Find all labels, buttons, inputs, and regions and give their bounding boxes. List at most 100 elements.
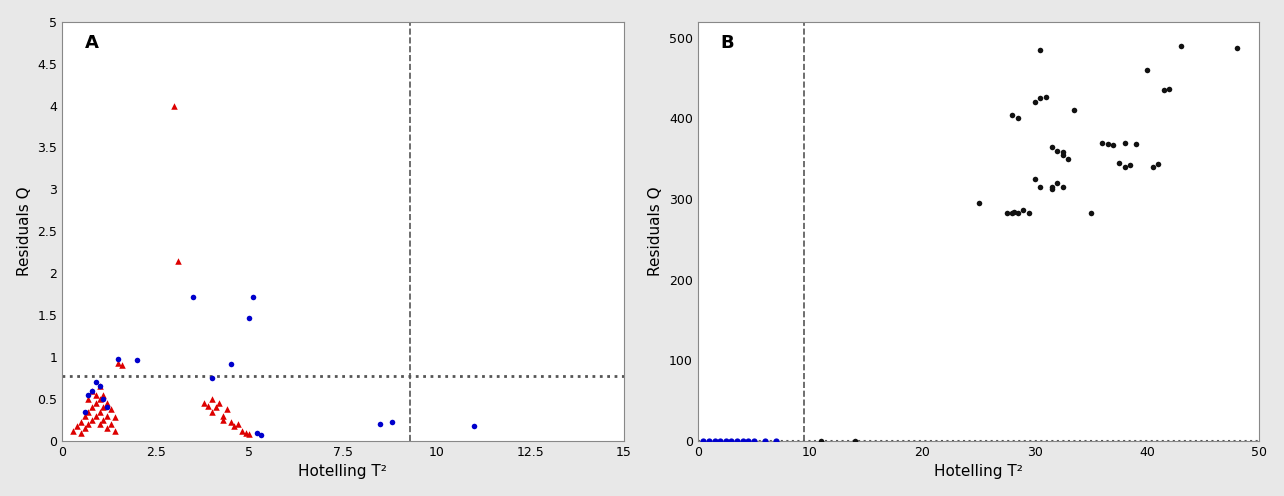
Point xyxy=(1002,209,1022,217)
Point xyxy=(1046,179,1067,187)
Point xyxy=(1226,44,1247,52)
Point xyxy=(86,378,107,386)
Point xyxy=(743,437,764,445)
Point xyxy=(239,430,259,438)
Point xyxy=(96,403,117,411)
Point xyxy=(738,437,759,445)
Point xyxy=(202,408,222,416)
Point xyxy=(1036,93,1057,101)
Point xyxy=(223,422,244,430)
Point xyxy=(1120,161,1140,169)
Point xyxy=(63,427,83,435)
Point xyxy=(1126,140,1147,148)
Point xyxy=(1030,183,1050,191)
Point xyxy=(231,427,252,435)
Point xyxy=(82,387,103,395)
Point xyxy=(1053,183,1073,191)
Point xyxy=(710,437,731,445)
X-axis label: Hotelling T²: Hotelling T² xyxy=(933,464,1023,479)
Point xyxy=(767,437,787,445)
Point xyxy=(1098,140,1118,148)
Point xyxy=(1046,147,1067,155)
Point xyxy=(1025,98,1045,106)
Point xyxy=(1025,175,1045,183)
Point xyxy=(90,395,110,403)
Text: B: B xyxy=(720,34,734,52)
Point xyxy=(92,403,113,411)
Point xyxy=(727,437,747,445)
Point xyxy=(1143,163,1163,171)
Point xyxy=(1081,209,1102,217)
Point xyxy=(104,414,125,422)
Point xyxy=(1115,139,1135,147)
Point xyxy=(202,395,222,403)
Point xyxy=(1159,85,1180,93)
Point xyxy=(96,425,117,433)
Point xyxy=(715,437,736,445)
Point xyxy=(1148,160,1168,168)
Point xyxy=(1013,206,1034,214)
Point xyxy=(71,429,91,436)
Point xyxy=(1058,155,1079,163)
Point xyxy=(194,399,214,407)
Point xyxy=(92,416,113,424)
Point xyxy=(217,405,238,413)
Point xyxy=(1091,139,1112,147)
Point xyxy=(464,422,484,430)
Y-axis label: Residuals Q: Residuals Q xyxy=(648,186,664,276)
Point xyxy=(1041,185,1062,192)
Point xyxy=(243,293,263,301)
Point xyxy=(996,209,1017,217)
Point xyxy=(1103,141,1124,149)
Point xyxy=(104,427,125,435)
Point xyxy=(164,102,185,110)
Point xyxy=(90,382,110,390)
Y-axis label: Residuals Q: Residuals Q xyxy=(17,186,32,276)
Point xyxy=(1041,143,1062,151)
Point xyxy=(1008,209,1028,217)
Point xyxy=(247,429,267,436)
Point xyxy=(1002,111,1022,119)
Point xyxy=(1063,106,1084,114)
Point xyxy=(82,403,103,411)
Point xyxy=(732,437,752,445)
Point xyxy=(1053,151,1073,159)
X-axis label: Hotelling T²: Hotelling T² xyxy=(298,464,388,479)
Point xyxy=(96,399,117,407)
Point xyxy=(1153,86,1174,94)
Point xyxy=(108,359,128,367)
Point xyxy=(205,403,226,411)
Point xyxy=(74,412,95,420)
Point xyxy=(209,399,230,407)
Point xyxy=(1018,209,1039,217)
Point xyxy=(811,437,832,445)
Point xyxy=(213,412,234,420)
Point xyxy=(250,431,271,439)
Point xyxy=(1030,94,1050,102)
Point xyxy=(370,420,390,428)
Point xyxy=(100,405,121,413)
Point xyxy=(221,419,241,427)
Point xyxy=(90,420,110,428)
Point xyxy=(221,360,241,368)
Point xyxy=(202,374,222,382)
Point xyxy=(845,437,865,445)
Point xyxy=(705,437,725,445)
Point xyxy=(1004,208,1025,216)
Point xyxy=(235,429,256,436)
Point xyxy=(755,437,776,445)
Point xyxy=(82,387,103,395)
Point xyxy=(78,408,99,416)
Point xyxy=(1041,183,1062,191)
Point xyxy=(71,419,91,427)
Point xyxy=(198,402,218,410)
Point xyxy=(74,408,95,416)
Point xyxy=(968,199,989,207)
Point xyxy=(1053,148,1073,156)
Point xyxy=(213,416,234,424)
Point xyxy=(78,395,99,403)
Point xyxy=(127,356,148,364)
Point xyxy=(1115,163,1135,171)
Point xyxy=(1136,66,1157,74)
Text: A: A xyxy=(85,34,99,52)
